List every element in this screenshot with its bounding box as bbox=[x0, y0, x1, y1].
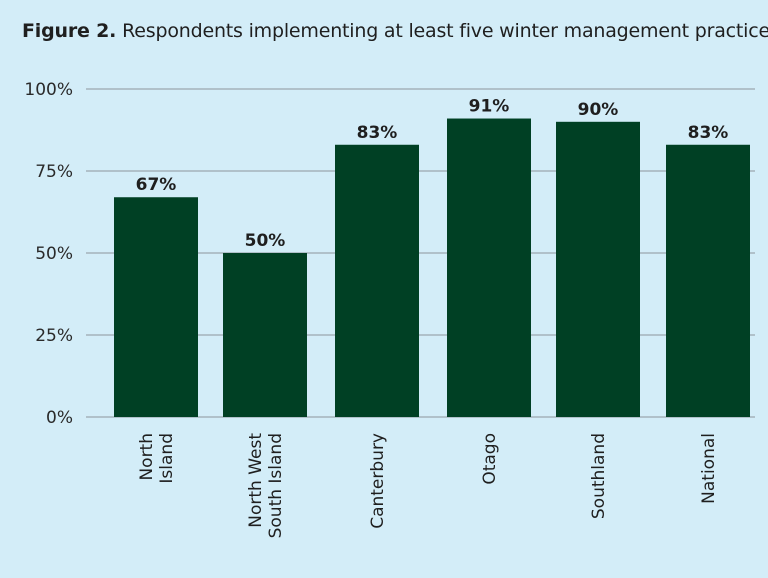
bar-value-label: 91% bbox=[469, 97, 510, 117]
figure-label: Figure 2. bbox=[22, 20, 117, 42]
x-category-label-line: North bbox=[137, 433, 157, 481]
x-category-label-line: Island bbox=[157, 433, 177, 484]
bar-value-label: 67% bbox=[136, 175, 177, 195]
bar-value-label: 83% bbox=[688, 123, 729, 143]
x-category-label: Canterbury bbox=[368, 433, 388, 529]
x-category-label-line: National bbox=[699, 433, 719, 504]
x-category-label-line: North West bbox=[246, 433, 266, 528]
bar-value-label: 83% bbox=[357, 123, 398, 143]
x-category-label-line: Otago bbox=[480, 433, 500, 485]
bar bbox=[447, 118, 531, 418]
y-tick-label: 100% bbox=[24, 80, 73, 100]
y-tick-label: 50% bbox=[35, 244, 73, 264]
x-category-label-line: Canterbury bbox=[368, 433, 388, 529]
x-category-label: Otago bbox=[480, 433, 500, 485]
bar bbox=[114, 197, 198, 417]
bar bbox=[223, 253, 307, 417]
x-category-label: North West South Island bbox=[246, 433, 286, 539]
chart-title: Figure 2. Respondents implementing at lea… bbox=[22, 20, 768, 42]
bar bbox=[556, 121, 640, 418]
figure-caption: Respondents implementing at least five w… bbox=[122, 20, 768, 42]
x-category-label-line: Southland bbox=[589, 433, 609, 519]
x-category-label: National bbox=[699, 433, 719, 504]
x-category-label-line: South Island bbox=[266, 433, 286, 538]
y-tick-label: 25% bbox=[35, 326, 73, 346]
y-tick-label: 0% bbox=[46, 408, 73, 428]
bar bbox=[335, 144, 419, 417]
x-category-label: North Island bbox=[137, 433, 177, 484]
bar-value-label: 50% bbox=[245, 231, 286, 251]
bar-value-label: 90% bbox=[578, 100, 619, 120]
y-tick-label: 75% bbox=[35, 162, 73, 182]
bar bbox=[666, 144, 750, 417]
x-category-label: Southland bbox=[589, 433, 609, 519]
